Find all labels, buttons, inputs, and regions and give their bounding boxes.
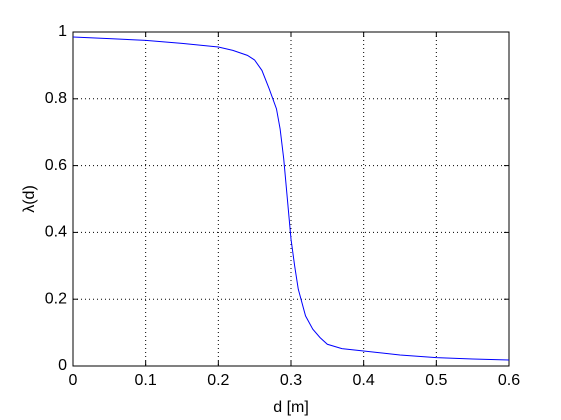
y-tick-label: 0.8	[45, 90, 67, 107]
y-tick-label: 1	[58, 23, 67, 40]
x-tick-label: 0.4	[353, 372, 375, 389]
x-axis-label: d [m]	[273, 399, 309, 416]
y-tick-label: 0.6	[45, 157, 67, 174]
plot-frame	[72, 31, 510, 367]
x-tick-label: 0.2	[207, 372, 229, 389]
x-tick-label: 0.1	[135, 372, 157, 389]
y-tick-label: 0.2	[45, 290, 67, 307]
x-tick-label: 0.3	[280, 372, 302, 389]
x-tick-label: 0.5	[425, 372, 447, 389]
data-line	[72, 36, 510, 361]
y-tick-label: 0	[58, 357, 67, 374]
y-tick-label: 0.4	[45, 224, 67, 241]
x-tick-label: 0	[69, 372, 78, 389]
y-axis-label: λ(d)	[21, 185, 38, 213]
x-tick-label: 0.6	[498, 372, 520, 389]
